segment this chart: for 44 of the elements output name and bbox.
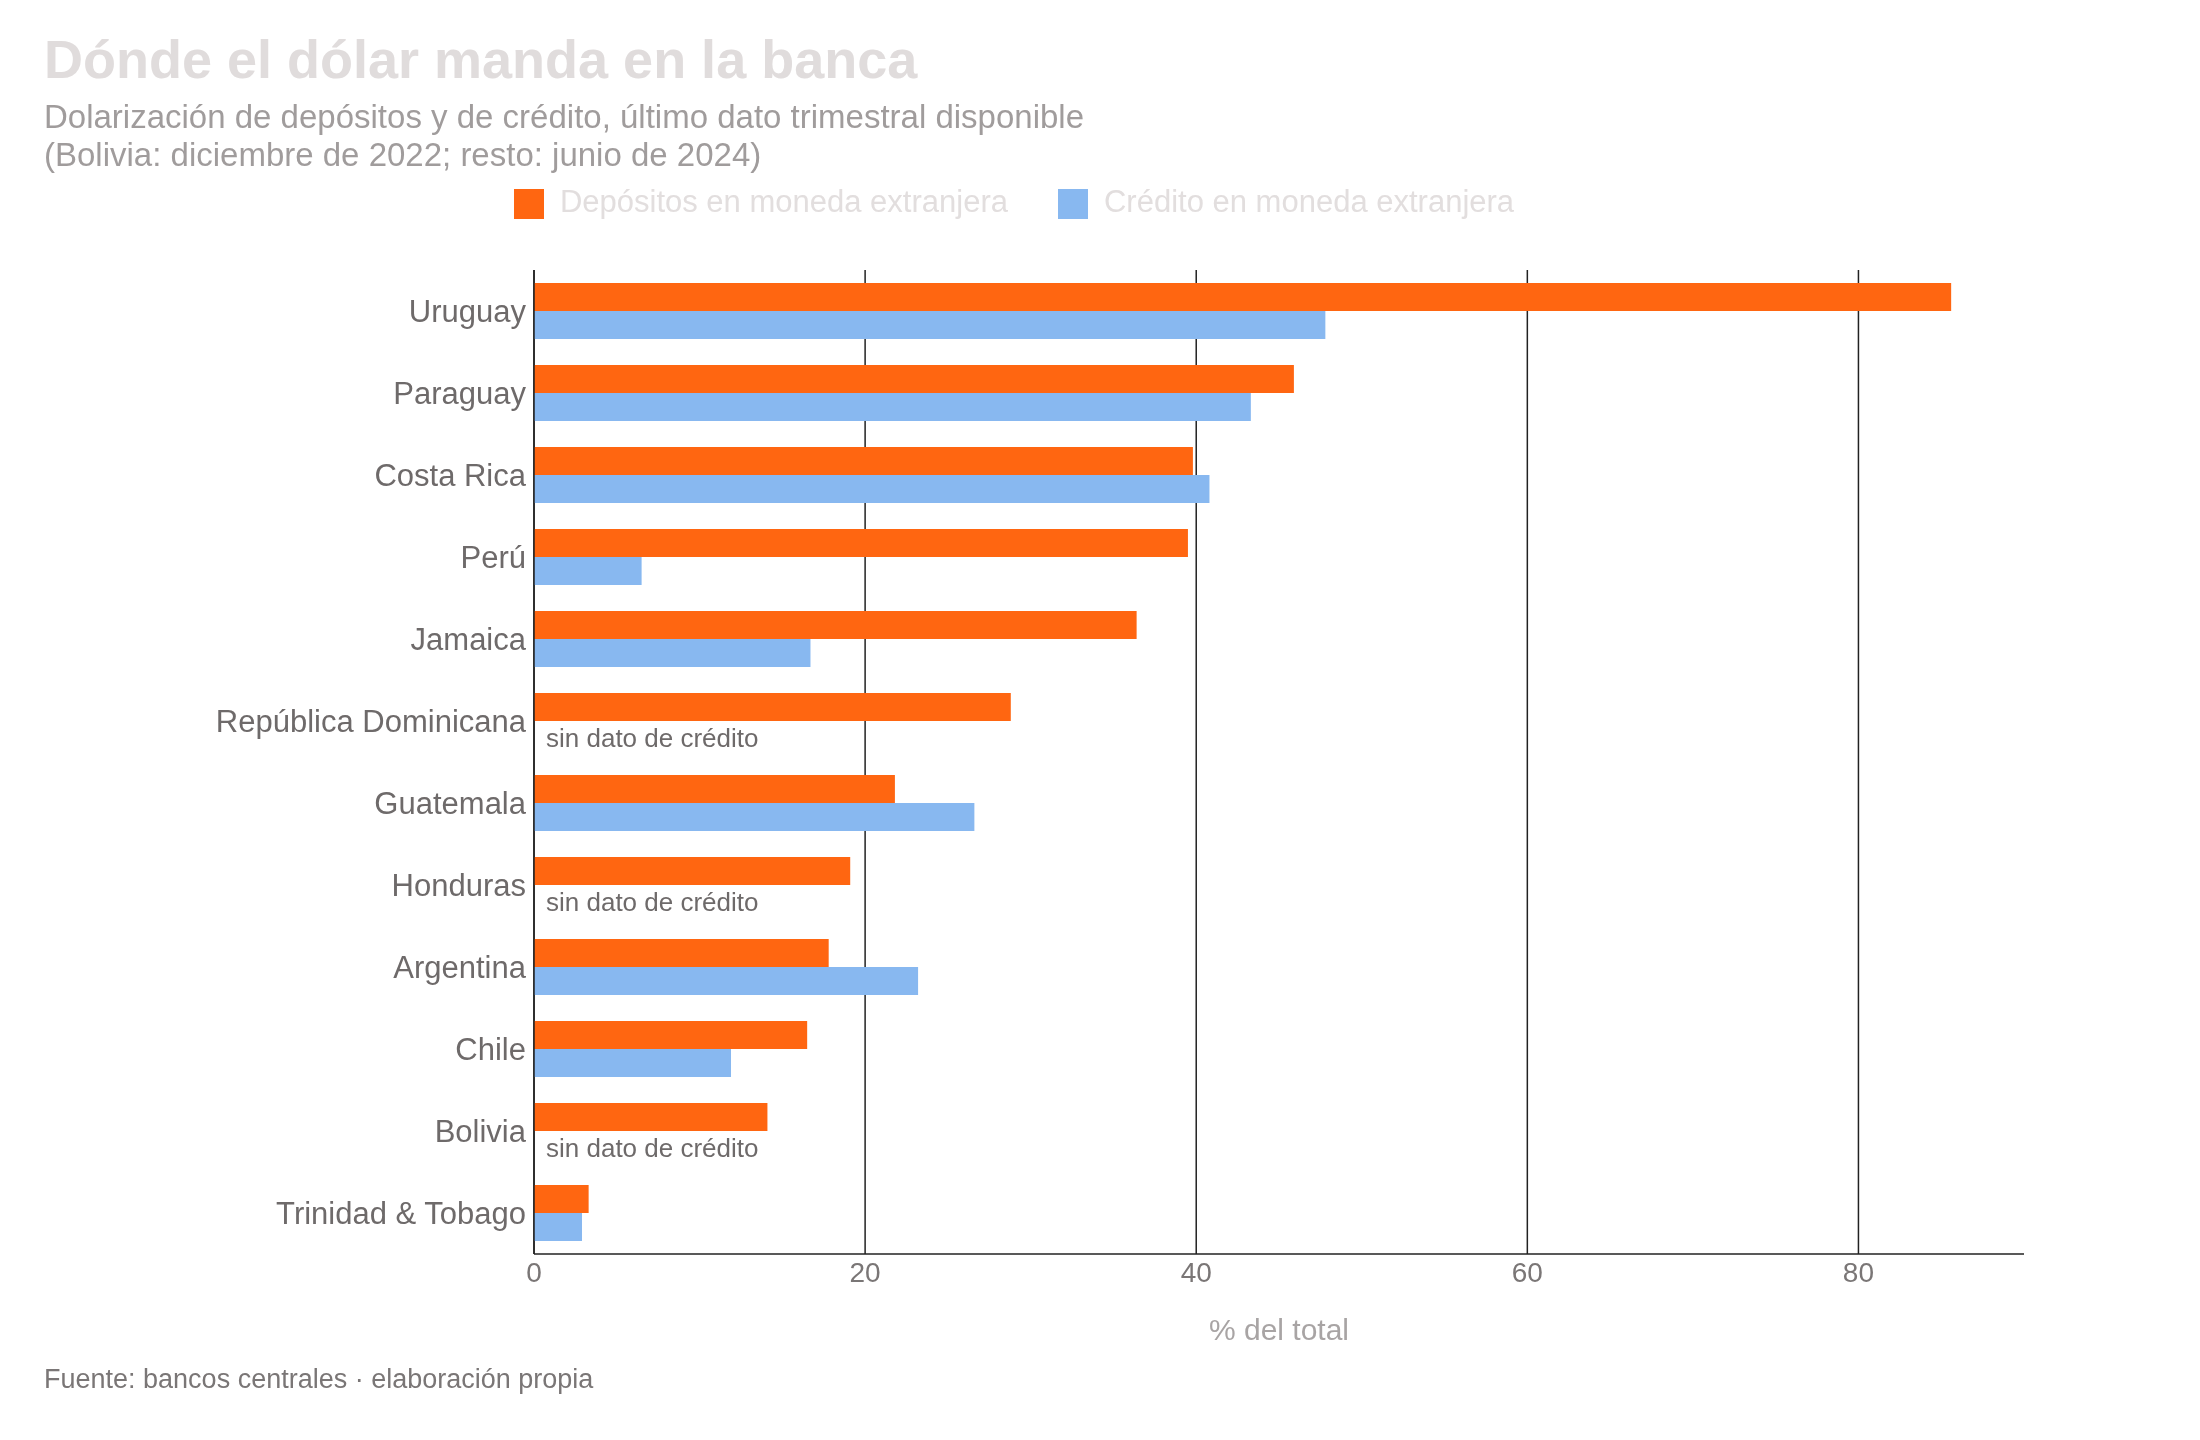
bar [534, 1213, 583, 1242]
bar [534, 693, 1011, 722]
y-tick-label: Costa Rica [374, 458, 527, 494]
bar [534, 639, 811, 668]
bar [534, 803, 975, 832]
x-axis-title: % del total [1208, 1313, 1350, 1346]
y-tick-label: Bolivia [434, 1114, 527, 1150]
bar [534, 939, 829, 968]
y-tick-label: Uruguay [408, 294, 527, 330]
bar [534, 1021, 808, 1050]
x-tick-label: 0 [526, 1256, 542, 1288]
x-tick-label: 40 [1180, 1256, 1212, 1288]
bar [534, 857, 851, 886]
bar [534, 611, 1137, 640]
bar [534, 1049, 732, 1078]
bar [534, 283, 1952, 312]
y-tick-label: Paraguay [393, 376, 527, 412]
y-tick-label: Trinidad & Tobago [276, 1196, 526, 1232]
annotation: sin dato de crédito [546, 723, 759, 753]
annotation: sin dato de crédito [546, 887, 759, 917]
bar [534, 557, 642, 586]
bar [534, 775, 895, 804]
annotation: sin dato de crédito [546, 1133, 759, 1163]
x-tick-label: 80 [1842, 1256, 1875, 1288]
bar [534, 475, 1210, 504]
bar [534, 365, 1294, 394]
x-tick-label: 60 [1511, 1256, 1543, 1288]
y-tick-label: Guatemala [374, 786, 527, 822]
y-tick-label: Honduras [391, 868, 526, 904]
bar [534, 447, 1193, 476]
bar [534, 1185, 589, 1214]
y-tick-label: República Dominicana [215, 704, 527, 740]
source-note: Fuente: bancos centrales · elaboración propia [44, 1364, 595, 1395]
chart-subtitle: Dolarización de depósitos y de crédito, último dato trimestral disponible (Bolivia: diciembre de 2022; resto: junio de 2024) [44, 98, 1086, 174]
bar [534, 1103, 768, 1132]
x-tick-label: 20 [849, 1256, 881, 1288]
y-tick-label: Jamaica [410, 622, 527, 658]
y-tick-label: Perú [460, 540, 526, 576]
y-tick-label: Chile [455, 1032, 526, 1068]
bar [534, 311, 1326, 340]
bar [534, 393, 1251, 422]
bar [534, 967, 919, 996]
y-tick-label: Argentina [393, 950, 527, 986]
bar [534, 529, 1188, 558]
